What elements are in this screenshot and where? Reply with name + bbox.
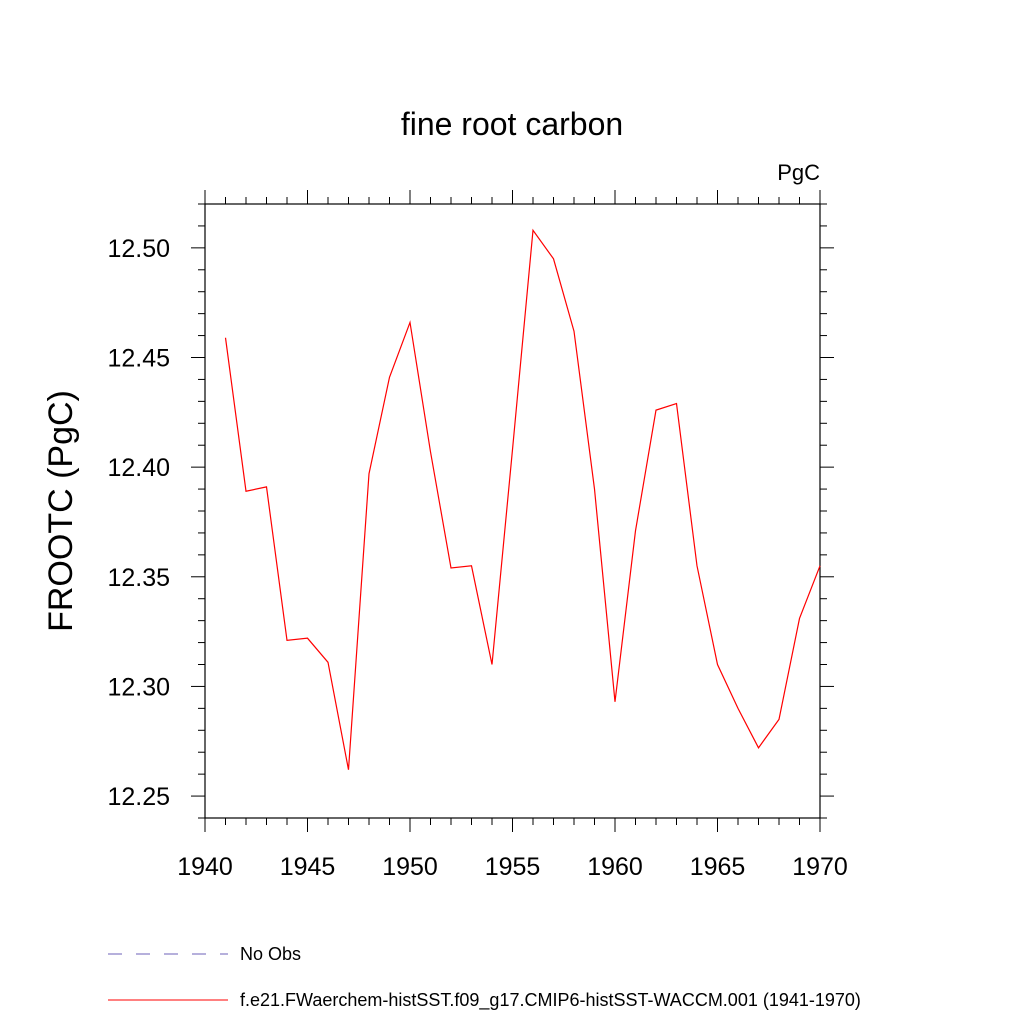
- data-point: [306, 637, 308, 639]
- data-point: [552, 258, 554, 260]
- data-point: [778, 718, 780, 720]
- series-lines: [224, 228, 821, 771]
- y-tick-label: 12.25: [107, 783, 170, 811]
- legend: No Obs f.e21.FWaerchem-histSST.f09_g17.CM…: [108, 944, 861, 1011]
- data-point: [470, 565, 472, 567]
- data-point: [593, 488, 595, 490]
- data-point: [716, 663, 718, 665]
- data-point: [265, 486, 267, 488]
- y-tick-label: 12.50: [107, 235, 170, 263]
- x-tick-label: 1940: [177, 853, 233, 881]
- data-point: [450, 567, 452, 569]
- x-tick-label: 1950: [382, 853, 438, 881]
- data-point: [245, 490, 247, 492]
- data-point: [798, 617, 800, 619]
- data-point: [573, 330, 575, 332]
- units-label: PgC: [777, 160, 820, 185]
- y-tick-label: 12.35: [107, 564, 170, 592]
- data-point: [819, 565, 821, 567]
- data-point: [286, 639, 288, 641]
- data-point: [347, 769, 349, 771]
- data-point: [368, 473, 370, 475]
- data-point: [532, 229, 534, 231]
- axes: 1940 1945 1950 1955 1960 1965 1970 12.25 12.30 12…: [107, 190, 848, 881]
- data-point: [634, 530, 636, 532]
- y-tick-label: 12.45: [107, 345, 170, 373]
- data-point: [655, 409, 657, 411]
- x-tick-label: 1965: [690, 853, 746, 881]
- data-point: [737, 707, 739, 709]
- data-point: [429, 451, 431, 453]
- data-point: [614, 701, 616, 703]
- data-point: [409, 321, 411, 323]
- data-point: [388, 376, 390, 378]
- data-point: [675, 402, 677, 404]
- series-line-0: [224, 228, 821, 770]
- x-tick-label: 1970: [792, 853, 848, 881]
- legend-label-1: f.e21.FWaerchem-histSST.f09_g17.CMIP6-hi…: [240, 990, 861, 1011]
- chart-title: fine root carbon: [401, 106, 623, 142]
- x-tick-label: 1945: [280, 853, 336, 881]
- data-point: [327, 661, 329, 663]
- data-point: [511, 448, 513, 450]
- data-point: [696, 565, 698, 567]
- y-tick-label: 12.30: [107, 673, 170, 701]
- data-point: [757, 747, 759, 749]
- legend-label-0: No Obs: [240, 944, 301, 964]
- y-tick-label: 12.40: [107, 454, 170, 482]
- plot-frame: [204, 203, 821, 819]
- data-point: [491, 663, 493, 665]
- x-tick-label: 1960: [587, 853, 643, 881]
- y-axis-label: FROOTC (PgC): [42, 390, 80, 632]
- x-tick-label: 1955: [485, 853, 541, 881]
- data-point: [224, 337, 226, 339]
